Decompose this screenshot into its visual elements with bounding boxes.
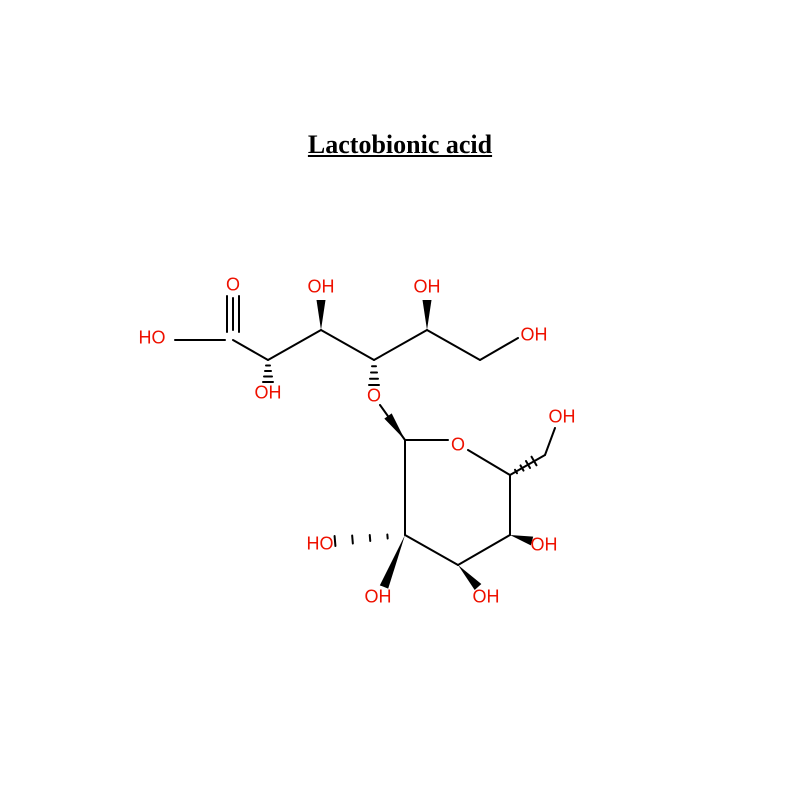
structure-svg (0, 0, 800, 800)
atom-label-oh_c6: OH (521, 325, 548, 346)
atom-label-oh_ch2: OH (549, 407, 576, 428)
atom-label-o_dbl: O (226, 275, 240, 296)
atom-label-oh_r5: OH (531, 535, 558, 556)
atom-label-oh_r4: OH (473, 587, 500, 608)
atom-label-ho_cooh: HO (139, 328, 166, 349)
atom-label-o_ring: O (451, 435, 465, 456)
atom-label-ho_r2: HO (307, 534, 334, 555)
atom-label-oh_c2: OH (255, 383, 282, 404)
atom-label-oh_c5: OH (414, 277, 441, 298)
atom-label-oh_c3: OH (308, 277, 335, 298)
atom-label-oh_r3: OH (365, 587, 392, 608)
atom-label-o_gly: O (367, 386, 381, 407)
